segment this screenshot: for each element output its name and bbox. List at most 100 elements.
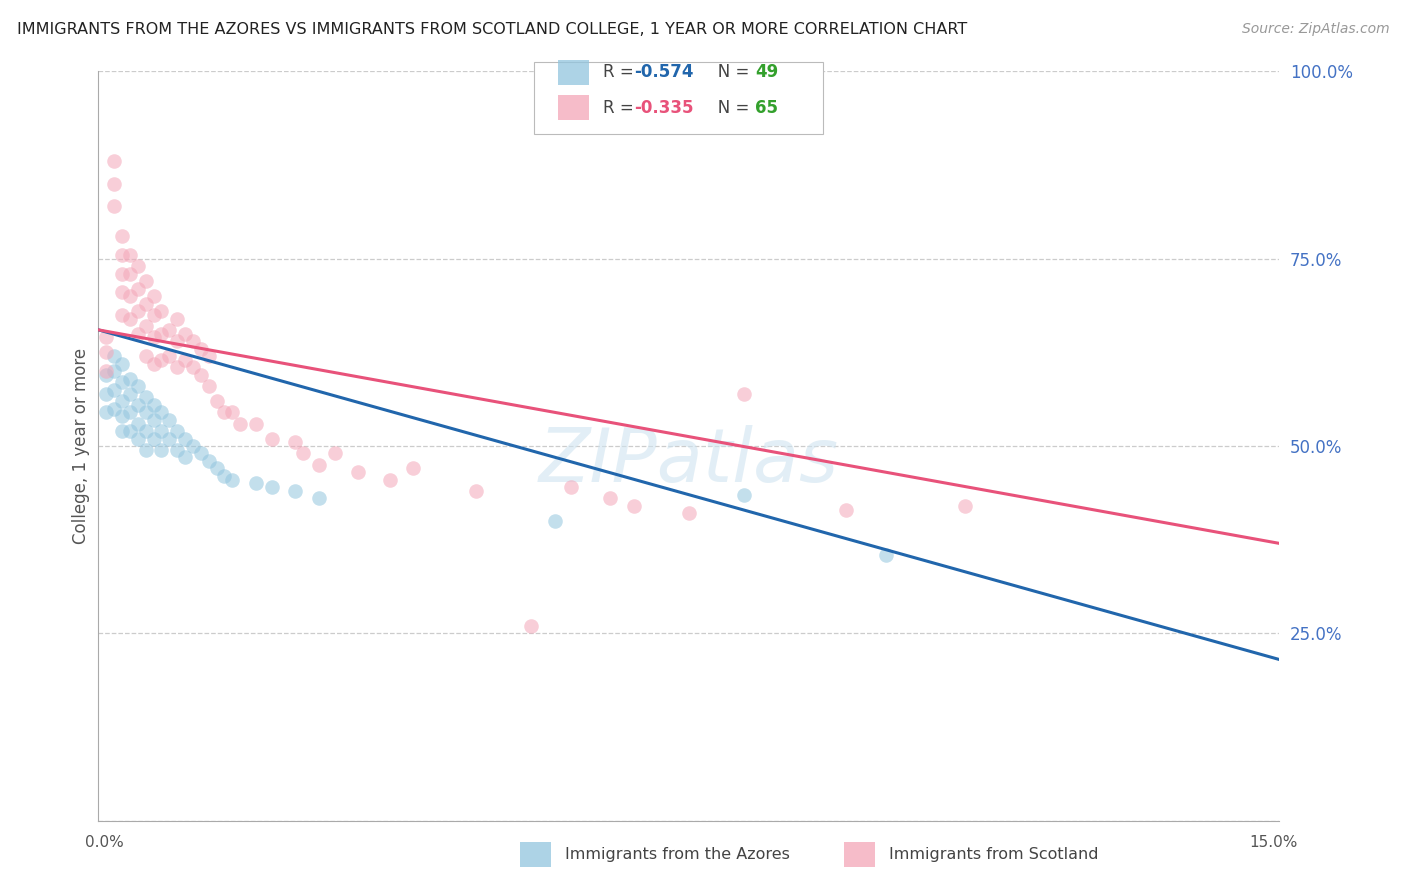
Point <box>111 409 134 423</box>
Point <box>953 499 976 513</box>
Point <box>127 304 149 318</box>
Text: 65: 65 <box>755 99 778 117</box>
Point <box>150 326 173 341</box>
Point <box>135 442 157 457</box>
Point <box>733 488 755 502</box>
Point <box>103 177 125 191</box>
Point <box>205 394 228 409</box>
Point <box>835 502 858 516</box>
Point <box>347 465 370 479</box>
Point <box>111 357 134 371</box>
Point <box>103 199 125 213</box>
Point <box>111 394 134 409</box>
Point <box>260 480 283 494</box>
Point <box>135 390 157 404</box>
Point <box>118 289 141 303</box>
Point <box>678 507 700 521</box>
Point <box>378 473 401 487</box>
Point <box>103 154 125 169</box>
Point <box>142 398 165 412</box>
Y-axis label: College, 1 year or more: College, 1 year or more <box>72 348 90 544</box>
Point <box>135 319 157 334</box>
Text: R =: R = <box>603 99 640 117</box>
Point <box>103 401 125 416</box>
Point <box>142 432 165 446</box>
Point <box>142 330 165 344</box>
Point <box>520 619 543 633</box>
Point <box>135 274 157 288</box>
Point <box>135 424 157 438</box>
Point <box>118 248 141 262</box>
Point <box>284 483 307 498</box>
Point <box>166 442 188 457</box>
Point <box>260 432 283 446</box>
Point <box>103 364 125 378</box>
Point <box>96 330 118 344</box>
Point <box>118 386 141 401</box>
Point <box>292 446 315 460</box>
Text: 15.0%: 15.0% <box>1250 836 1298 850</box>
Text: ZIPatlas: ZIPatlas <box>538 425 839 497</box>
Point <box>181 334 204 348</box>
Point <box>197 454 219 468</box>
Point <box>284 435 307 450</box>
Point <box>127 282 149 296</box>
Point <box>174 352 197 367</box>
Point <box>166 311 188 326</box>
Point <box>135 405 157 419</box>
Point <box>150 304 173 318</box>
Point <box>150 405 173 419</box>
Point <box>181 360 204 375</box>
Point <box>544 514 567 528</box>
Point <box>142 308 165 322</box>
Point <box>127 417 149 431</box>
Point <box>465 483 488 498</box>
Point <box>142 289 165 303</box>
Point <box>96 405 118 419</box>
Point <box>142 357 165 371</box>
Point <box>135 296 157 310</box>
Point <box>323 446 346 460</box>
Text: N =: N = <box>702 63 754 81</box>
Point <box>308 491 330 506</box>
Point <box>181 439 204 453</box>
Point <box>190 368 212 382</box>
Point <box>103 349 125 363</box>
Point <box>118 424 141 438</box>
Point <box>142 413 165 427</box>
Point <box>127 326 149 341</box>
Point <box>599 491 621 506</box>
Point <box>245 417 267 431</box>
Point <box>623 499 645 513</box>
Text: R =: R = <box>603 63 640 81</box>
Point <box>733 386 755 401</box>
Point <box>197 349 219 363</box>
Text: IMMIGRANTS FROM THE AZORES VS IMMIGRANTS FROM SCOTLAND COLLEGE, 1 YEAR OR MORE C: IMMIGRANTS FROM THE AZORES VS IMMIGRANTS… <box>17 22 967 37</box>
Point <box>190 342 212 356</box>
Point <box>166 424 188 438</box>
Text: -0.574: -0.574 <box>634 63 693 81</box>
Point <box>111 308 134 322</box>
Point <box>308 458 330 472</box>
Point <box>127 398 149 412</box>
Point <box>174 326 197 341</box>
Point <box>111 267 134 281</box>
Point <box>135 349 157 363</box>
Point <box>118 267 141 281</box>
Point <box>174 432 197 446</box>
Point <box>205 461 228 475</box>
Point <box>157 349 180 363</box>
Point <box>111 229 134 244</box>
Point <box>118 311 141 326</box>
Point <box>103 383 125 397</box>
Point <box>221 405 243 419</box>
Point <box>157 323 180 337</box>
Text: Immigrants from the Azores: Immigrants from the Azores <box>565 847 790 862</box>
Point <box>197 379 219 393</box>
Point <box>174 450 197 465</box>
Point <box>111 285 134 300</box>
Point <box>402 461 425 475</box>
Point <box>111 376 134 390</box>
Point <box>166 360 188 375</box>
Point <box>245 476 267 491</box>
